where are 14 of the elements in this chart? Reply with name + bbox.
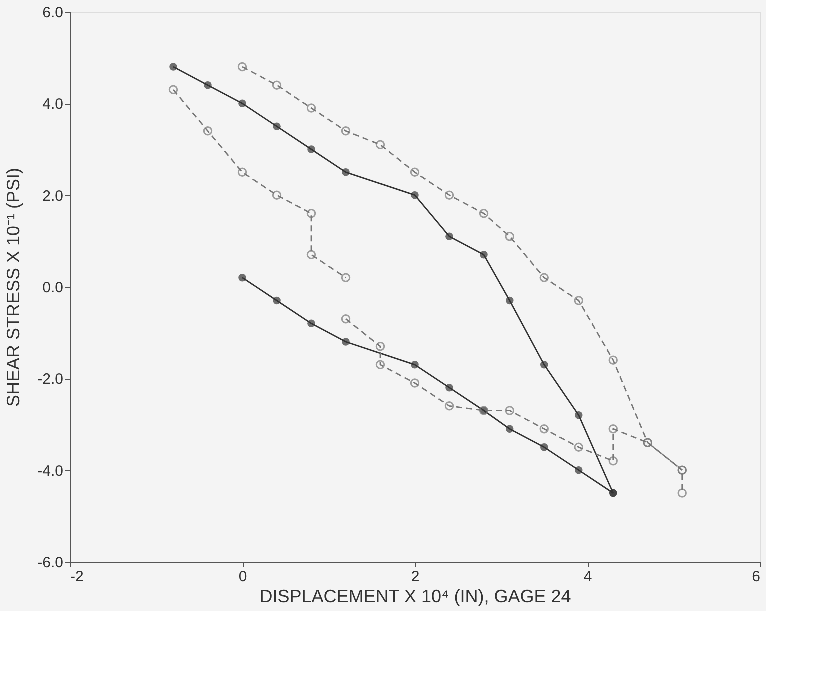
x-axis-title: DISPLACEMENT X 10⁴ (IN), GAGE 24 [260, 586, 572, 606]
x-tick-label: 2 [411, 568, 420, 586]
x-tick-label: 4 [584, 568, 592, 586]
x-tick-label: 6 [752, 568, 760, 586]
y-tick-label: 4.0 [42, 96, 64, 114]
y-tick-label: -2.0 [38, 371, 64, 388]
y-tick-label: 2.0 [42, 188, 64, 205]
y-tick-label: 6.0 [42, 4, 64, 22]
y-tick-label: 0.0 [42, 280, 64, 296]
x-tick-label: -2 [70, 568, 84, 586]
x-tick-label: 0 [238, 568, 248, 586]
y-tick-label: -4.0 [38, 462, 64, 480]
y-axis-title: SHEAR STRESS X 10⁻¹ (PSI) [4, 168, 24, 408]
y-tick-label: -6.0 [38, 554, 64, 572]
